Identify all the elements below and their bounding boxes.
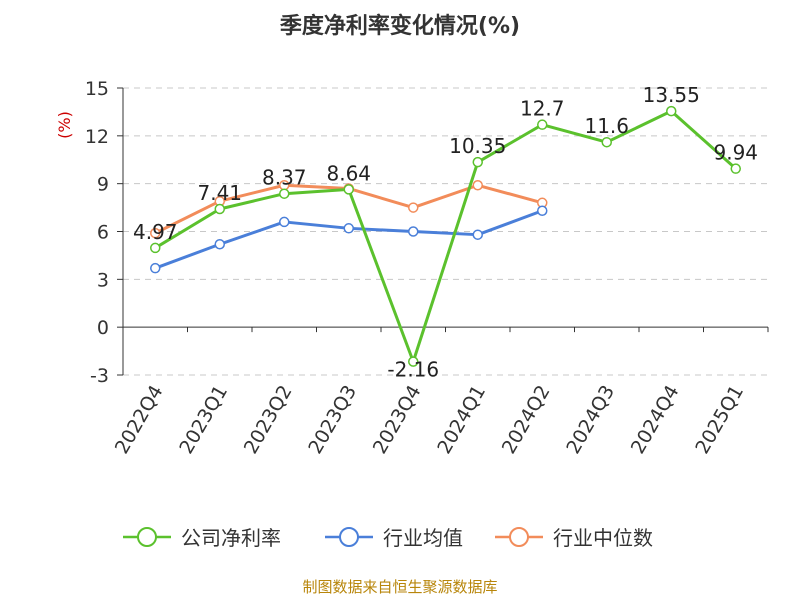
x-tick-label: 2024Q4 xyxy=(627,382,684,458)
data-label: 7.41 xyxy=(197,181,242,205)
axes xyxy=(117,87,769,376)
data-label: 8.37 xyxy=(262,166,307,190)
data-point[interactable] xyxy=(279,188,290,199)
data-point[interactable] xyxy=(408,202,419,213)
x-tick-label: 2023Q3 xyxy=(304,382,361,458)
legend-label: 行业均值 xyxy=(383,526,463,550)
legend-marker xyxy=(137,527,157,547)
y-tick-labels: -3 0 3 6 9 12 15 xyxy=(85,78,109,387)
data-point[interactable] xyxy=(408,226,419,237)
chart-title: 季度净利率变化情况(%) xyxy=(280,13,520,39)
data-point[interactable] xyxy=(150,242,161,254)
data-point[interactable] xyxy=(343,184,354,195)
y-axis-label: (%) xyxy=(55,111,74,139)
x-tick-label: 2022Q4 xyxy=(111,382,168,458)
data-point[interactable] xyxy=(601,136,612,148)
source-note: 制图数据来自恒生聚源数据库 xyxy=(302,578,497,596)
x-tick-label: 2023Q2 xyxy=(240,382,297,458)
legend-item[interactable]: 公司净利率 xyxy=(123,526,281,550)
data-point[interactable] xyxy=(214,203,225,215)
data-point[interactable] xyxy=(343,223,354,234)
data-point[interactable] xyxy=(472,229,483,240)
data-point[interactable] xyxy=(472,180,483,191)
legend-label: 行业中位数 xyxy=(553,526,653,550)
data-point[interactable] xyxy=(472,156,483,168)
y-tick-label: 0 xyxy=(97,317,109,339)
series-lines xyxy=(154,109,737,364)
y-tick-label: 9 xyxy=(97,174,109,196)
x-tick-label: 2024Q1 xyxy=(433,382,490,458)
series-line xyxy=(154,209,543,270)
series-points xyxy=(150,105,741,367)
data-label: 8.64 xyxy=(326,161,371,185)
data-label: 9.94 xyxy=(713,141,758,165)
y-tick-label: 15 xyxy=(85,78,109,100)
data-label: -2.16 xyxy=(387,358,439,382)
data-label: 13.55 xyxy=(643,83,700,107)
data-point[interactable] xyxy=(666,105,677,117)
x-tick-label: 2024Q3 xyxy=(562,382,619,458)
legend[interactable]: 公司净利率 行业均值 行业中位数 xyxy=(123,526,653,550)
legend-item[interactable]: 行业均值 xyxy=(325,526,463,550)
x-tick-label: 2023Q4 xyxy=(369,382,426,458)
y-tick-label: 3 xyxy=(97,269,109,291)
data-point[interactable] xyxy=(730,163,741,174)
data-label: 11.6 xyxy=(584,114,629,138)
legend-item[interactable]: 行业中位数 xyxy=(495,526,653,550)
data-point[interactable] xyxy=(537,119,548,130)
series-line xyxy=(154,109,737,364)
y-tick-label: 12 xyxy=(85,126,109,148)
x-tick-label: 2023Q1 xyxy=(175,382,232,458)
data-point[interactable] xyxy=(150,227,161,239)
y-tick-label: -3 xyxy=(90,365,109,387)
data-point[interactable] xyxy=(537,205,548,217)
data-label: 10.35 xyxy=(449,134,506,158)
x-tick-label: 2025Q1 xyxy=(691,382,748,458)
data-point[interactable] xyxy=(408,356,419,367)
legend-marker xyxy=(339,527,359,547)
data-point[interactable] xyxy=(214,239,225,250)
data-point[interactable] xyxy=(150,262,161,274)
legend-label: 公司净利率 xyxy=(181,526,281,550)
legend-marker xyxy=(509,527,529,547)
data-label: 12.7 xyxy=(520,97,565,121)
y-tick-label: 6 xyxy=(97,222,109,244)
x-tick-labels: 2022Q4 2023Q1 2023Q2 2023Q3 2023Q4 2024Q1 2024… xyxy=(111,382,748,458)
data-point[interactable] xyxy=(279,216,290,228)
x-tick-label: 2024Q2 xyxy=(498,382,555,458)
data-labels: 4.97 7.41 8.37 8.64 -2.16 10.35 12.7 11.6 13.55 9… xyxy=(133,83,758,381)
data-label: 4.97 xyxy=(133,220,178,244)
grid xyxy=(123,87,768,376)
